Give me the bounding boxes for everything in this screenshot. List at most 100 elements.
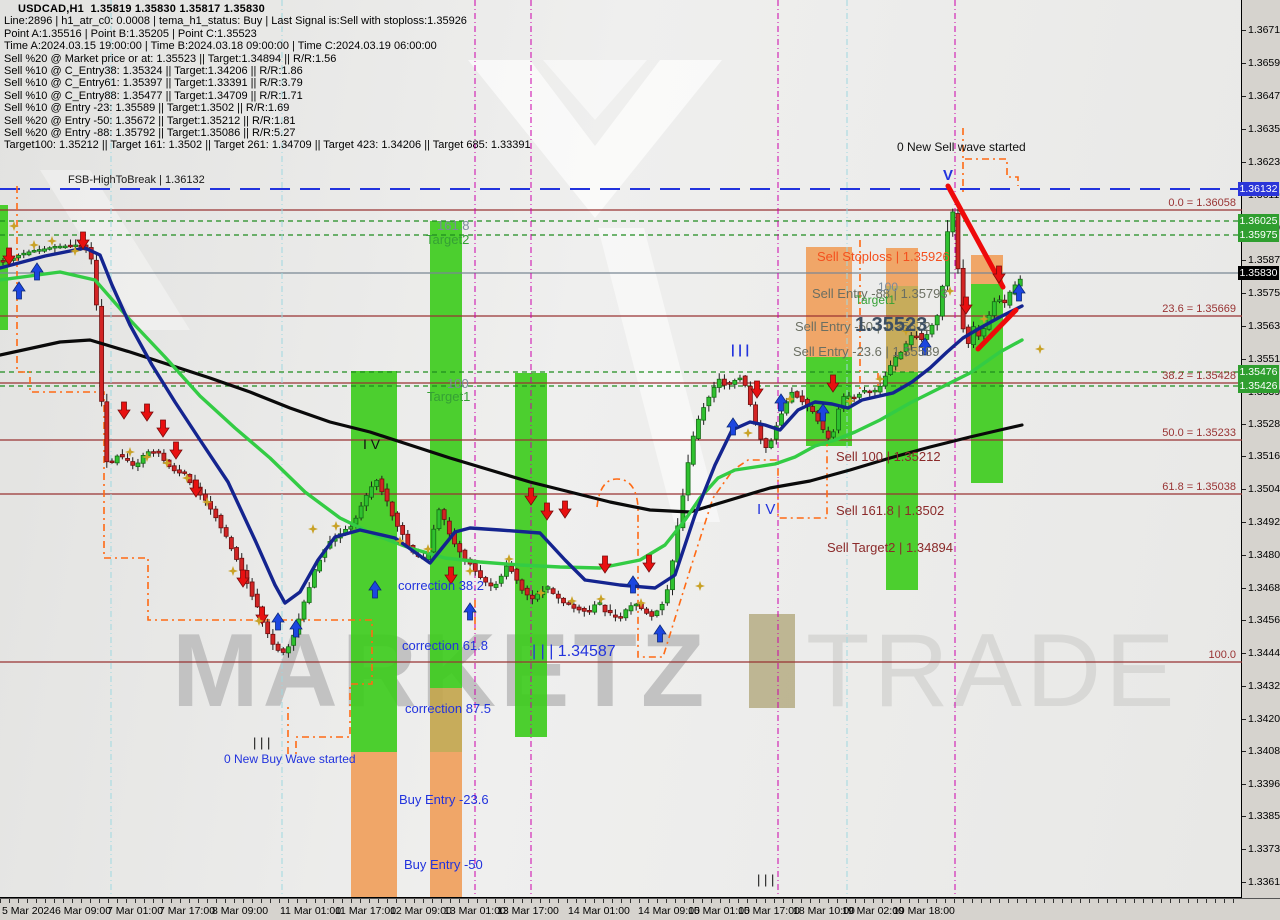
sell-arrow-icon: [524, 487, 538, 506]
time-axis[interactable]: 5 Mar 2024 6 Mar 09:00 7 Mar 01:00 7 Mar 17…: [0, 898, 1280, 920]
price-tick-label: 1.33850: [1248, 810, 1280, 822]
wave-3-marker: | | |: [731, 342, 749, 357]
star-icon: [29, 240, 39, 250]
ma-slow-line: [0, 338, 1024, 514]
candle-up: [16, 255, 21, 259]
candle-down: [223, 527, 229, 537]
candle-down: [649, 611, 655, 617]
candle-up: [685, 462, 691, 496]
candle-down: [395, 512, 400, 527]
star-icon: [182, 473, 192, 483]
candle-down: [742, 375, 748, 386]
candle-down: [794, 391, 800, 398]
candle-up: [363, 495, 369, 507]
price-tick-mark: [1242, 816, 1246, 817]
candle-down: [509, 565, 515, 572]
candle-down: [151, 451, 156, 454]
candle-up: [348, 526, 354, 530]
price-badge: 1.35476: [1238, 365, 1279, 379]
price-tick-label: 1.35755: [1248, 287, 1280, 299]
target1-right-label: Target1: [855, 293, 895, 307]
sell-arrow-icon: [642, 554, 656, 573]
ma-fast-line: [0, 246, 1024, 605]
price-tick-mark: [1242, 686, 1246, 687]
star-icon: [47, 236, 57, 246]
candle-down: [384, 488, 390, 502]
time-tick-label: 11 Mar 01:00: [280, 905, 342, 917]
candle-down: [177, 469, 182, 474]
star-icon: [125, 447, 135, 457]
candle-up: [716, 378, 722, 388]
price-tick-label: 1.36230: [1248, 156, 1280, 168]
price-tick-label: 1.33965: [1248, 778, 1280, 790]
indicator-info-line: Sell %10 @ C_Entry61: 1.35397 || Target:…: [4, 77, 303, 90]
star-icon: [142, 452, 152, 462]
price-tick-mark: [1242, 456, 1246, 457]
price-tick-label: 1.36350: [1248, 123, 1280, 135]
sell-arrow-icon: [2, 247, 16, 266]
star-icon: [875, 374, 885, 384]
fsb-high-to-break-label: FSB-HighToBreak | 1.36132: [68, 174, 205, 186]
star-icon: [743, 428, 753, 438]
price-tick-mark: [1242, 489, 1246, 490]
sell-entry-88-label: Sell Entry -88 | 1.35793: [812, 286, 948, 301]
candle-up: [773, 425, 779, 440]
candle-down: [602, 604, 608, 613]
star-icon: [308, 524, 318, 534]
star-icon: [423, 544, 433, 554]
price-tick-mark: [1242, 588, 1246, 589]
candle-down: [109, 460, 115, 464]
price-tick-mark: [1242, 751, 1246, 752]
wave-3-marker: | | |: [757, 872, 774, 887]
fib-level-label: 100.0: [1208, 649, 1236, 661]
sell-entry-50-label: Sell Entry -50 | 1.35672: [795, 319, 931, 334]
new-sell-wave-label: 0 New Sell wave started: [897, 140, 1026, 154]
sell-arrow-icon: [117, 401, 131, 420]
candle-down: [446, 520, 452, 535]
buy-arrow-icon: [12, 281, 26, 300]
buy-entry-23-label: Buy Entry -23.6: [399, 792, 489, 807]
price-tick-label: 1.34205: [1248, 713, 1280, 725]
new-buy-wave-label: 0 New Buy Wave started: [224, 752, 356, 766]
price-tick-mark: [1242, 326, 1246, 327]
candle-up: [711, 386, 717, 398]
candle-up: [52, 246, 58, 249]
brand-logo-slash: [598, 228, 720, 522]
candle-down: [0, 260, 6, 263]
candle-up: [301, 601, 307, 620]
candle-up: [114, 455, 120, 464]
price-tick-mark: [1242, 96, 1246, 97]
candle-up: [135, 462, 141, 468]
price-tick-label: 1.34680: [1248, 582, 1280, 594]
candle-down: [644, 608, 649, 614]
signal-zone: [430, 752, 462, 897]
candle-up: [659, 604, 665, 611]
candle-up: [701, 407, 707, 421]
candle-down: [478, 570, 483, 578]
candle-up: [877, 385, 883, 393]
candle-up: [706, 396, 712, 407]
candle-up: [882, 375, 888, 387]
time-tick-label: 19 Mar 18:00: [893, 905, 955, 917]
price-tick-label: 1.34920: [1248, 516, 1280, 528]
price-tick-mark: [1242, 63, 1246, 64]
price-axis[interactable]: 1.36710 1.36590 1.36470 1.36350 1.36230 1.361…: [1238, 0, 1280, 898]
price-tick-mark: [1242, 784, 1246, 785]
sell-arrow-icon: [750, 380, 764, 399]
buy-arrow-icon: [918, 337, 932, 356]
candle-down: [1002, 299, 1008, 304]
price-tick-label: 1.36710: [1248, 24, 1280, 36]
candle-up: [436, 509, 442, 529]
wave-4-marker: I V: [363, 436, 381, 452]
price-tick-mark: [1242, 522, 1246, 523]
candle-up: [1007, 291, 1013, 306]
candle-down: [254, 593, 260, 608]
signal-zone: [806, 247, 852, 357]
candle-down: [68, 244, 73, 248]
wave-3-marker: | | |: [253, 735, 270, 750]
star-icon: [465, 566, 475, 576]
price-tick-label: 1.35280: [1248, 418, 1280, 430]
price-tick-mark: [1242, 620, 1246, 621]
